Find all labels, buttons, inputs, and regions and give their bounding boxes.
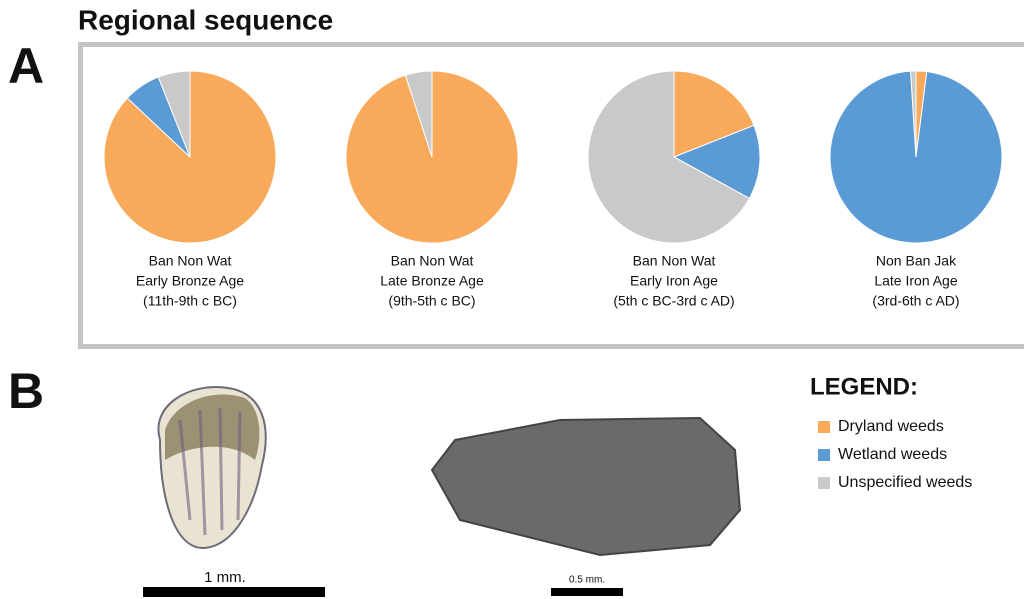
legend-swatch xyxy=(818,421,830,433)
pie-label: Non Ban Jak xyxy=(876,253,957,269)
pie-label: Late Bronze Age xyxy=(380,273,484,289)
legend-label: Dryland weeds xyxy=(838,418,944,435)
panel-frame xyxy=(78,42,1024,349)
scale-bar xyxy=(551,588,623,596)
pie-slice xyxy=(910,70,917,158)
pie-slice xyxy=(587,70,751,244)
pie-label: (5th c BC-3rd c AD) xyxy=(613,293,734,309)
pie-label: Ban Non Wat xyxy=(633,253,716,269)
pie-slice xyxy=(829,70,1003,244)
legend-swatch xyxy=(818,477,830,489)
pie-label: Ban Non Wat xyxy=(149,253,232,269)
pie-label: (9th-5th c BC) xyxy=(388,293,475,309)
pie-slice xyxy=(404,70,433,158)
legend-label: Wetland weeds xyxy=(838,446,947,463)
pie-label: Early Bronze Age xyxy=(136,273,244,289)
seed-image xyxy=(430,416,742,557)
pie-label: (3rd-6th c AD) xyxy=(872,293,959,309)
legend-label: Unspecified weeds xyxy=(838,474,972,491)
legend-title: LEGEND: xyxy=(810,373,918,400)
pie-label: Early Iron Age xyxy=(630,273,718,289)
pie-label: (11th-9th c BC) xyxy=(143,293,237,309)
legend-swatch xyxy=(818,449,830,461)
pie-label: Ban Non Wat xyxy=(391,253,474,269)
seed-image xyxy=(157,386,267,550)
heading: Regional sequence xyxy=(78,4,333,35)
pie-slice xyxy=(672,124,761,200)
panel-label: A xyxy=(8,38,44,94)
panel-label: B xyxy=(8,363,44,419)
pie-slice xyxy=(673,70,755,158)
scale-label: 0.5 mm. xyxy=(569,575,605,586)
scale-label: 1 mm. xyxy=(204,569,246,586)
pie-label: Late Iron Age xyxy=(874,273,958,289)
scale-bar xyxy=(143,587,325,597)
pie-slice xyxy=(157,70,191,158)
